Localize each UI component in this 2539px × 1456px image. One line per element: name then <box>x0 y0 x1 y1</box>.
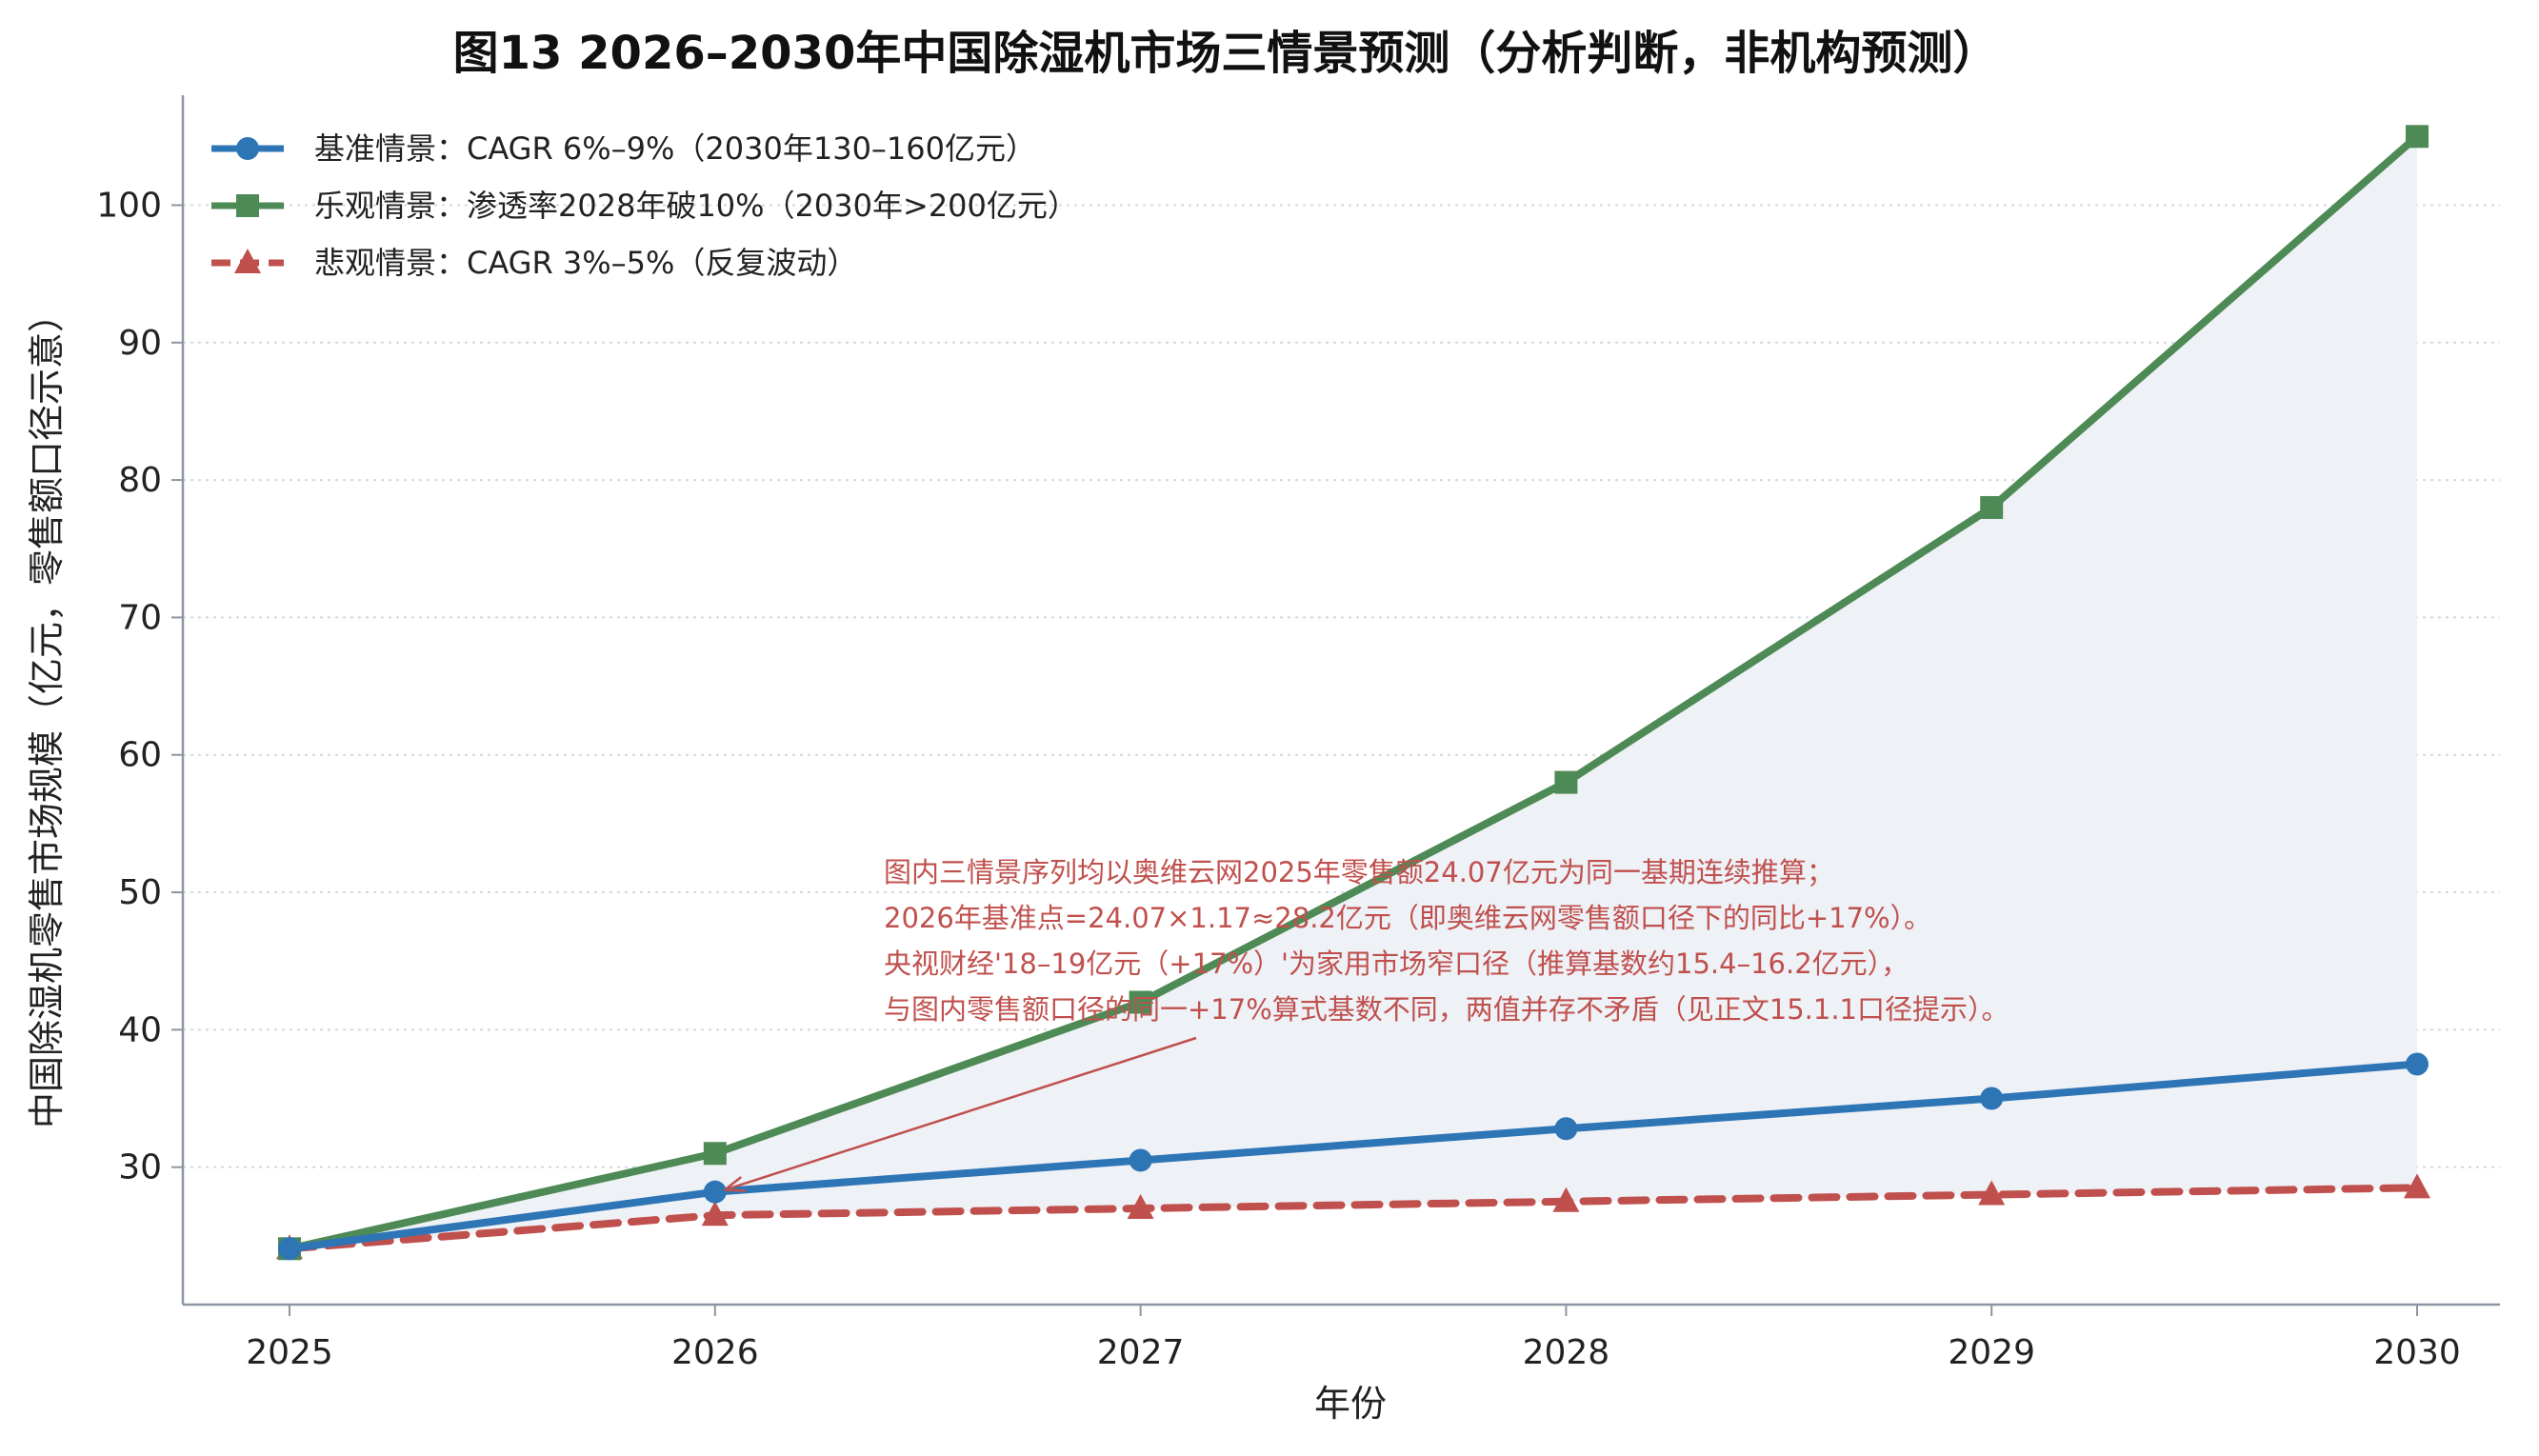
y-tick-label: 70 <box>118 598 162 637</box>
legend-item: 乐观情景：渗透率2028年破10%（2030年>200亿元） <box>211 188 1078 224</box>
y-tick-label: 40 <box>118 1010 162 1049</box>
y-tick-label: 100 <box>96 186 162 225</box>
y-tick-label: 30 <box>118 1148 162 1187</box>
legend: 基准情景：CAGR 6%–9%（2030年130–160亿元） 乐观情景：渗透率2… <box>211 130 1078 281</box>
band-area <box>290 136 2417 1249</box>
x-tick-label: 2029 <box>1948 1333 2035 1372</box>
scenario-band <box>290 136 2417 1249</box>
series-line <box>286 1060 2421 1253</box>
series-line <box>286 1184 2421 1253</box>
y-tick-label: 50 <box>118 873 162 912</box>
data-point <box>2406 1052 2429 1076</box>
data-point <box>1980 1087 2004 1110</box>
data-point <box>1978 1180 2006 1206</box>
legend-label: 基准情景：CAGR 6%–9%（2030年130–160亿元） <box>314 130 1036 167</box>
chart-title: 图13 2026–2030年中国除湿机市场三情景预测（分析判断，非机构预测） <box>453 27 1999 80</box>
data-point <box>236 137 259 160</box>
x-tick-label: 2027 <box>1097 1333 1185 1372</box>
legend-item: 基准情景：CAGR 6%–9%（2030年130–160亿元） <box>211 130 1036 167</box>
x-tick-label: 2030 <box>2373 1333 2461 1372</box>
annotation-line: 央视财经'18–19亿元（+17%）'为家用市场窄口径（推算基数约15.4–16… <box>884 947 1909 980</box>
y-tick-label: 80 <box>118 461 162 500</box>
legend-label: 悲观情景：CAGR 3%–5%（反复波动） <box>314 245 857 281</box>
data-point <box>278 1237 301 1261</box>
data-point <box>1980 495 2004 519</box>
annotation-line: 图内三情景序列均以奥维云网2025年零售额24.07亿元为同一基期连续推算； <box>884 856 1834 888</box>
series-group <box>276 125 2430 1261</box>
series-circle <box>278 1052 2429 1261</box>
y-tick-label: 60 <box>118 736 162 775</box>
y-axis-label: 中国除湿机零售市场规模（亿元，零售额口径示意） <box>26 296 68 1128</box>
data-point <box>1129 1148 1152 1172</box>
annotation-line: 2026年基准点=24.07×1.17≈28.2亿元（即奥维云网零售额口径下的同… <box>884 902 1931 934</box>
annotation: 图内三情景序列均以奥维云网2025年零售额24.07亿元为同一基期连续推算； 20… <box>724 856 2009 1192</box>
data-point <box>234 249 261 273</box>
data-point <box>1554 1117 1578 1141</box>
data-point <box>701 1201 729 1227</box>
data-point <box>1129 990 1152 1014</box>
data-point <box>236 194 259 217</box>
x-axis-label: 年份 <box>1314 1383 1387 1425</box>
data-point <box>703 1142 727 1166</box>
x-tick-label: 2028 <box>1523 1333 1610 1372</box>
data-point <box>2406 125 2429 149</box>
data-point <box>1127 1193 1154 1219</box>
annotation-arrowhead <box>724 1176 746 1192</box>
data-point <box>703 1180 727 1204</box>
y-tick-label: 90 <box>118 324 162 363</box>
series-line <box>286 132 2421 1253</box>
data-point <box>1554 770 1578 794</box>
annotation-arrow <box>730 1036 1197 1189</box>
data-point <box>2404 1173 2430 1199</box>
legend-label: 乐观情景：渗透率2028年破10%（2030年>200亿元） <box>314 188 1078 224</box>
annotation-line: 与图内零售额口径的同一+17%算式基数不同，两值并存不矛盾（见正文15.1.1口… <box>884 993 2009 1026</box>
x-tick-label: 2026 <box>671 1333 759 1372</box>
x-tick-label: 2025 <box>246 1333 333 1372</box>
data-point <box>1552 1187 1580 1212</box>
legend-item: 悲观情景：CAGR 3%–5%（反复波动） <box>211 245 857 281</box>
axes: 30 40 50 60 70 80 90 100 2025 2026 2027 2028 2029 203… <box>96 95 2500 1372</box>
